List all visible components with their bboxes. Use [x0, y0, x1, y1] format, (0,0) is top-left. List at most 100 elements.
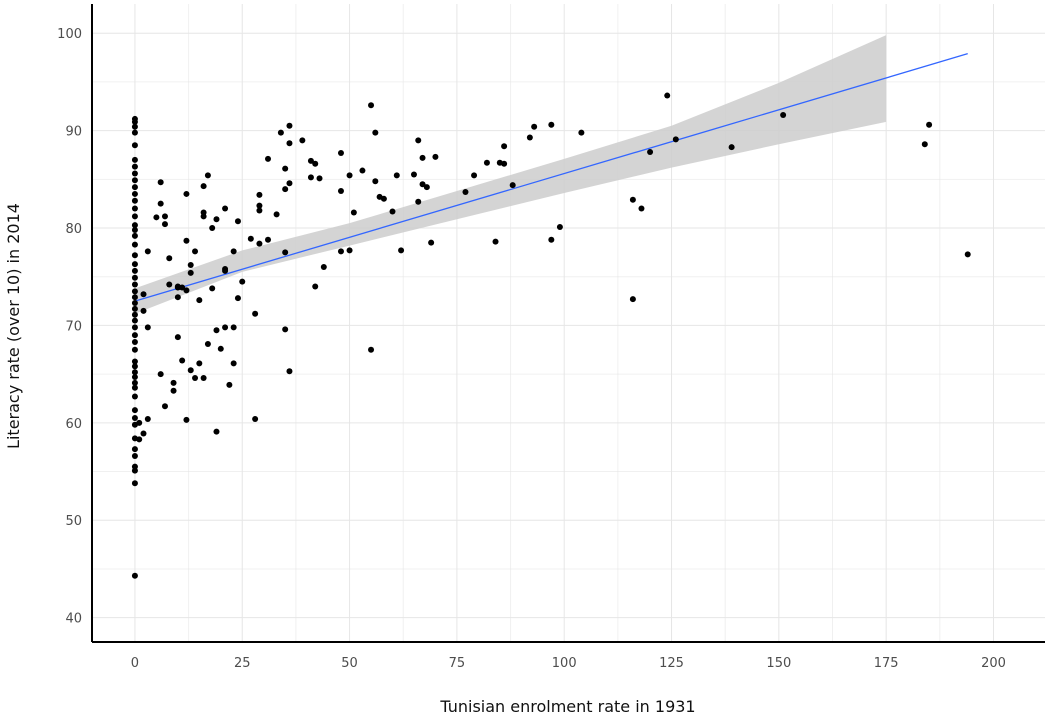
data-point — [368, 102, 375, 109]
data-point — [277, 129, 284, 136]
data-point — [200, 213, 207, 220]
data-point — [131, 129, 138, 136]
data-point — [179, 284, 186, 291]
data-point — [282, 249, 289, 256]
data-point — [432, 153, 439, 160]
data-point — [346, 172, 353, 179]
data-point — [337, 248, 344, 255]
data-point — [213, 428, 220, 435]
x-tick-label: 100 — [552, 656, 577, 671]
data-point — [192, 375, 199, 382]
points-layer — [131, 92, 971, 579]
y-tick-label: 70 — [65, 319, 82, 334]
data-point — [131, 446, 138, 453]
x-tick-label: 125 — [659, 656, 684, 671]
data-point — [131, 213, 138, 220]
data-point — [144, 324, 151, 331]
data-point — [299, 137, 306, 144]
data-point — [131, 190, 138, 197]
data-point — [471, 172, 478, 179]
confidence-band-layer — [134, 35, 887, 314]
data-point — [187, 269, 194, 276]
data-point — [131, 184, 138, 191]
y-tick-label: 50 — [65, 514, 82, 529]
data-point — [131, 252, 138, 259]
x-tick-label: 200 — [981, 656, 1006, 671]
data-point — [282, 326, 289, 333]
data-point — [131, 311, 138, 318]
data-point — [286, 180, 293, 187]
data-point — [183, 287, 190, 294]
data-point — [964, 251, 971, 258]
fit-line-layer — [134, 53, 968, 302]
data-point — [136, 436, 143, 443]
data-point — [501, 143, 508, 150]
x-tick-label: 25 — [234, 656, 251, 671]
data-point — [239, 278, 246, 285]
data-point — [131, 232, 138, 239]
data-point — [183, 416, 190, 423]
data-point — [286, 140, 293, 147]
data-point — [337, 188, 344, 195]
data-point — [664, 92, 671, 99]
data-point — [728, 144, 735, 151]
data-point — [265, 236, 272, 243]
y-tick-label: 40 — [65, 612, 82, 627]
data-point — [247, 235, 254, 242]
data-point — [131, 170, 138, 177]
data-point — [131, 222, 138, 229]
data-point — [234, 295, 241, 302]
data-point — [157, 200, 164, 207]
data-point — [131, 332, 138, 339]
data-point — [282, 165, 289, 172]
data-point — [372, 178, 379, 185]
data-point — [166, 281, 173, 288]
data-point — [131, 407, 138, 414]
data-point — [140, 430, 147, 437]
data-point — [131, 274, 138, 281]
y-tick-label: 60 — [65, 417, 82, 432]
data-point — [213, 216, 220, 223]
data-point — [200, 183, 207, 190]
data-point — [672, 136, 679, 143]
data-point — [320, 263, 327, 270]
data-point — [131, 363, 138, 370]
data-point — [509, 182, 516, 189]
data-point — [131, 572, 138, 579]
data-point — [187, 262, 194, 269]
data-point — [131, 379, 138, 386]
data-point — [209, 285, 216, 292]
data-point — [131, 305, 138, 312]
data-point — [226, 381, 233, 388]
data-point — [531, 123, 538, 130]
data-point — [153, 214, 160, 221]
data-point — [423, 184, 430, 191]
data-point — [359, 167, 366, 174]
data-point — [170, 379, 177, 386]
data-point — [131, 226, 138, 233]
data-point — [483, 159, 490, 166]
data-point — [187, 367, 194, 374]
data-point — [183, 237, 190, 244]
data-point — [144, 415, 151, 422]
data-point — [265, 155, 272, 162]
data-point — [157, 179, 164, 186]
data-point — [131, 123, 138, 130]
data-point — [415, 198, 422, 205]
data-point — [131, 267, 138, 274]
data-point — [196, 360, 203, 367]
data-point — [638, 205, 645, 212]
x-tick-label: 0 — [131, 656, 139, 671]
data-point — [316, 175, 323, 182]
data-point — [286, 122, 293, 129]
regression-line — [134, 53, 968, 302]
data-point — [230, 324, 237, 331]
data-point — [131, 156, 138, 163]
data-point — [307, 157, 314, 164]
data-point — [780, 112, 787, 119]
data-point — [217, 345, 224, 352]
data-point — [234, 218, 241, 225]
data-point — [556, 224, 563, 231]
data-point — [419, 181, 426, 188]
y-tick-label: 90 — [65, 125, 82, 140]
